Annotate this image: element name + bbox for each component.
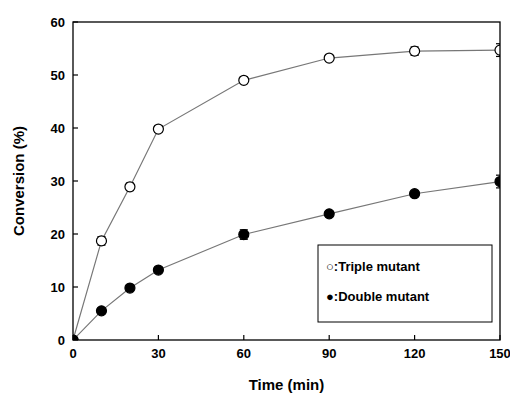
- chart: 0 10 20 30 40 50 60 0 30 60 90 120 150 Time (min) Conv…: [0, 0, 510, 399]
- y-axis-label: Conversion (%): [10, 126, 27, 236]
- series-line: [73, 50, 500, 340]
- data-point: [410, 189, 420, 199]
- data-point: [324, 53, 334, 63]
- error-bar: [411, 47, 419, 55]
- x-tick-label: 120: [404, 346, 426, 361]
- legend-entry: ○:Triple mutant: [326, 259, 420, 274]
- x-tick: [243, 335, 244, 340]
- legend-entry: ●:Double mutant: [326, 289, 430, 304]
- data-point: [96, 306, 106, 316]
- y-tick-label: 50: [51, 68, 65, 83]
- y-tick-label: 10: [51, 280, 65, 295]
- y-tick-label: 60: [51, 15, 65, 30]
- data-point: [239, 75, 249, 85]
- x-axis-label: Time (min): [249, 376, 325, 393]
- y-tick-label: 20: [51, 227, 65, 242]
- x-tick: [158, 335, 159, 340]
- data-point: [410, 46, 420, 56]
- y-tick: [73, 233, 78, 234]
- y-tick-label: 40: [51, 121, 65, 136]
- data-point: [495, 45, 500, 55]
- y-tick: [73, 286, 78, 287]
- legend-box: [318, 245, 492, 322]
- data-point: [125, 182, 135, 192]
- error-bar: [240, 230, 248, 240]
- y-tick: [73, 180, 78, 181]
- data-point: [153, 265, 163, 275]
- x-tick-label: 90: [322, 346, 336, 361]
- error-bar: [97, 237, 105, 245]
- y-tick-label: 30: [51, 174, 65, 189]
- data-point: [239, 230, 249, 240]
- x-tick-label: 0: [69, 346, 76, 361]
- data-point: [73, 335, 78, 340]
- data-point: [125, 283, 135, 293]
- y-tick-label: 0: [58, 333, 65, 348]
- legend: ○:Triple mutant ●:Double mutant: [318, 245, 492, 322]
- x-tick: [329, 335, 330, 340]
- plot-frame: [73, 22, 500, 340]
- y-tick: [73, 127, 78, 128]
- data-point: [495, 177, 500, 187]
- x-tick: [414, 335, 415, 340]
- y-tick: [73, 74, 78, 75]
- plot-area: [73, 44, 500, 340]
- data-point: [153, 124, 163, 134]
- data-point: [96, 236, 106, 246]
- x-tick-label: 60: [237, 346, 251, 361]
- data-point: [324, 209, 334, 219]
- data-point: [73, 335, 78, 340]
- series-line: [73, 182, 500, 340]
- x-tick-label: 30: [151, 346, 165, 361]
- x-tick-label: 150: [489, 346, 510, 361]
